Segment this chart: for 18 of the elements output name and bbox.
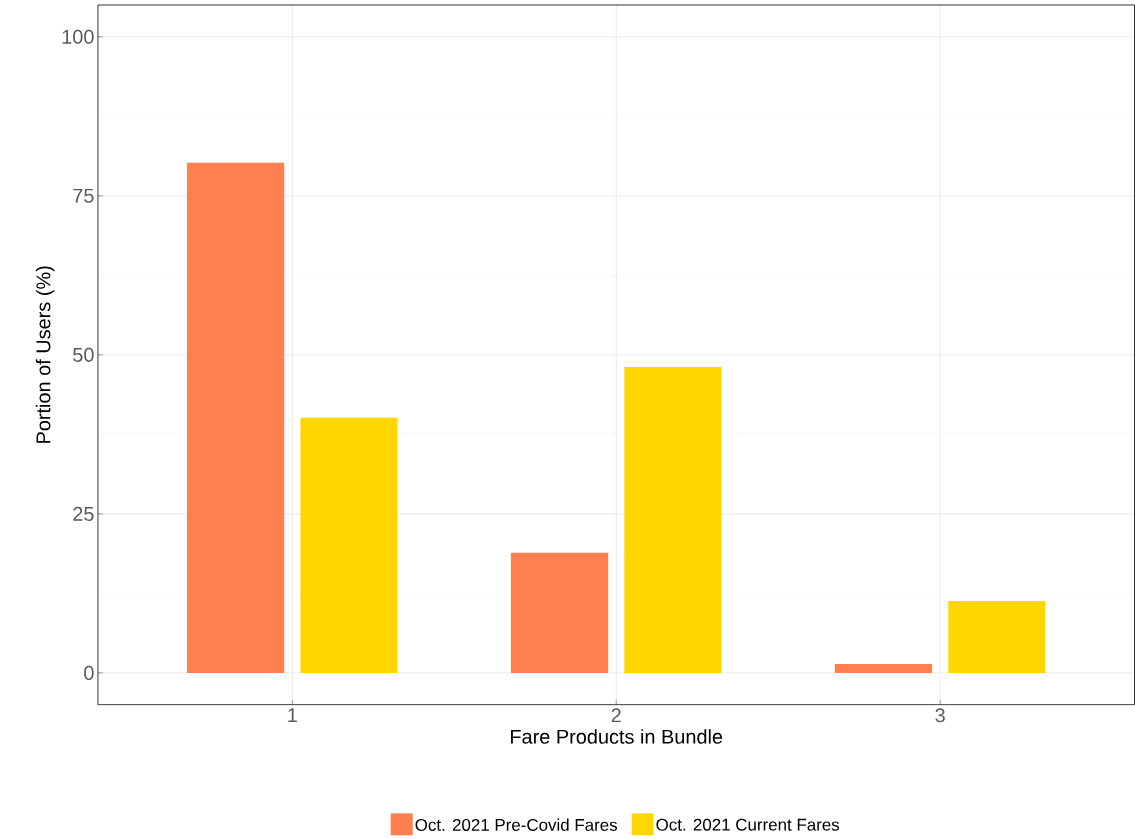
y-tick-label: 50 [73,347,94,363]
bar [624,367,722,674]
x-axis-title: Fare Products in Bundle [511,729,723,744]
x-tick-label: 1 [288,708,297,723]
y-tick-label: 0 [84,666,94,681]
y-tick-label: 100 [62,29,94,45]
x-tick-label: 3 [935,708,945,723]
y-axis-title: Portion of Users (%) [35,266,55,444]
legend-label: Oct. 2021 Pre-Covid Fares [415,818,618,832]
bar [510,552,609,674]
bar [300,417,398,674]
legend-label: Oct. 2021 Current Fares [656,818,840,831]
bar [948,601,1046,674]
bar [187,162,285,674]
y-tick-label: 75 [73,189,94,203]
bar [834,664,933,674]
y-tick-label: 25 [73,507,94,522]
x-tick-label: 2 [611,708,621,723]
